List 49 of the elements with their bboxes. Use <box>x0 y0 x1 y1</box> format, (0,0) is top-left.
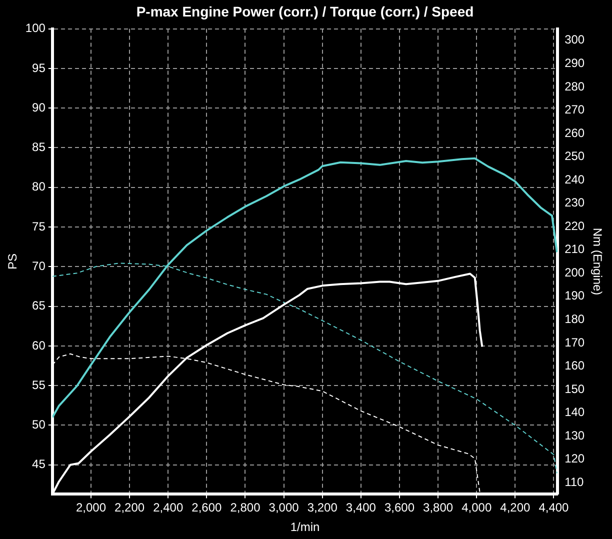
y2-tick-label: 230 <box>564 196 585 210</box>
y-tick-label: 50 <box>32 418 46 432</box>
x-tick-label: 3,400 <box>346 500 376 515</box>
y-tick-label: 85 <box>32 140 46 154</box>
x-tick-label: 3,200 <box>307 500 338 515</box>
y2-tick-label: 110 <box>564 474 584 489</box>
x-tick-label: 4,000 <box>462 500 492 515</box>
x-tick-label: 2,200 <box>114 500 145 515</box>
y2-tick-label: 120 <box>564 452 585 466</box>
x-tick-label: 2,400 <box>153 500 184 515</box>
x-tick-label: 2,000 <box>76 500 106 515</box>
y-tick-label: 100 <box>25 21 46 36</box>
x-tick-label: 3,600 <box>384 500 415 515</box>
y2-tick-label: 290 <box>564 56 585 70</box>
y2-axis-title: Nm (Engine) <box>590 228 604 296</box>
y-axis-title: PS <box>6 253 20 270</box>
y-tick-label: 60 <box>32 338 46 352</box>
y2-tick-label: 240 <box>564 172 585 186</box>
y2-tick-label: 210 <box>564 242 585 256</box>
y2-tick-label: 300 <box>564 32 585 47</box>
y2-tick-label: 140 <box>564 405 585 420</box>
y2-tick-label: 220 <box>564 218 585 233</box>
y-tick-label: 90 <box>32 100 46 114</box>
y2-tick-label: 270 <box>564 102 585 117</box>
y-tick-label: 55 <box>32 378 46 392</box>
x-tick-label: 4,400 <box>538 500 570 515</box>
y2-tick-label: 190 <box>564 288 585 303</box>
y2-tick-label: 160 <box>564 358 585 373</box>
y-tick-label: 80 <box>32 180 46 194</box>
y2-tick-label: 130 <box>564 428 585 442</box>
y-tick-label: 45 <box>32 457 46 472</box>
y2-tick-label: 170 <box>564 335 585 350</box>
x-axis-title: 1/min <box>290 520 320 534</box>
y2-tick-label: 200 <box>564 265 585 280</box>
y2-tick-label: 280 <box>564 79 585 94</box>
x-tick-label: 4,200 <box>500 500 530 515</box>
y2-tick-label: 260 <box>564 126 585 140</box>
x-tick-label: 3,000 <box>268 500 300 515</box>
y-tick-label: 65 <box>32 298 46 313</box>
y-tick-label: 70 <box>32 258 46 273</box>
y2-tick-label: 180 <box>564 312 585 326</box>
chart-title: P-max Engine Power (corr.) / Torque (corr.) / Speed <box>136 3 474 20</box>
x-tick-label: 3,800 <box>423 500 454 515</box>
y2-tick-label: 150 <box>564 382 585 396</box>
y2-tick-label: 250 <box>564 149 585 164</box>
x-tick-label: 2,800 <box>230 500 261 515</box>
x-tick-label: 2,600 <box>192 500 222 515</box>
y-tick-label: 95 <box>32 60 46 75</box>
y-tick-label: 75 <box>32 219 46 234</box>
